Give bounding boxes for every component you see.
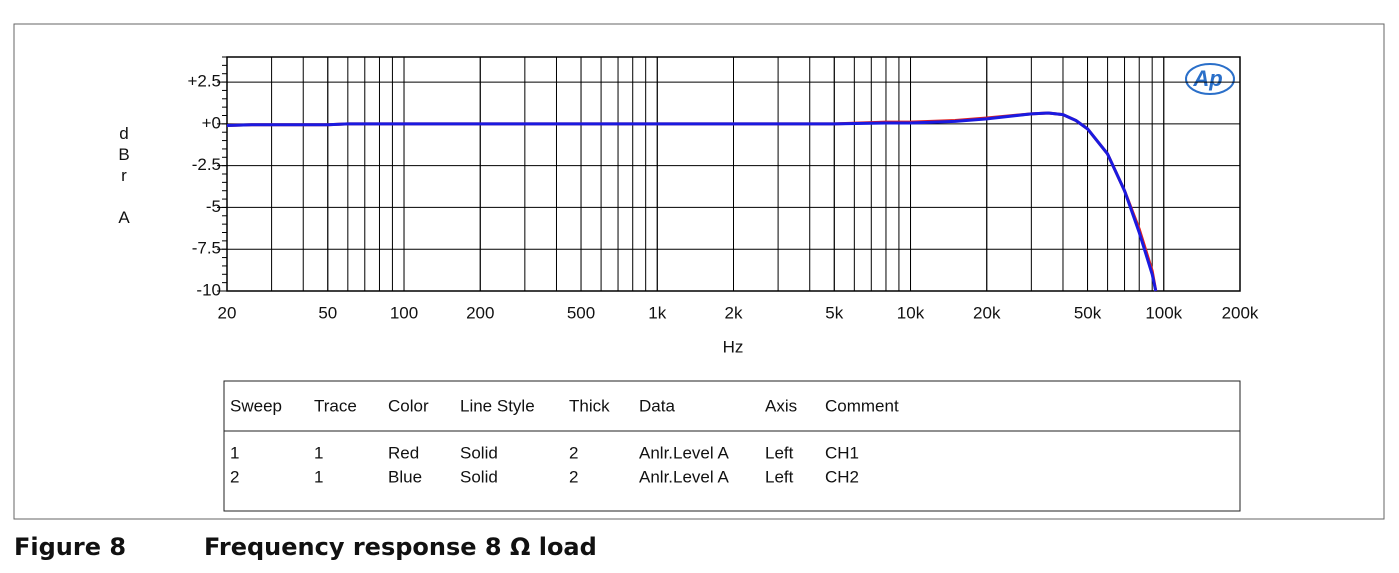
table-header: Axis	[765, 396, 797, 415]
logo-ring	[1185, 63, 1235, 95]
x-axis-label: Hz	[723, 337, 744, 356]
table-header: Data	[639, 396, 675, 415]
table-cell: Blue	[388, 467, 422, 486]
table-cell: 2	[569, 467, 578, 486]
table-cell: Solid	[460, 467, 498, 486]
x-tick-label: 50	[318, 303, 337, 322]
plot-border	[226, 56, 1241, 292]
table-cell: Left	[765, 467, 794, 486]
x-tick-label: 100	[390, 303, 418, 322]
x-tick-label: 200k	[1222, 303, 1259, 322]
y-tick-label: +0	[202, 113, 221, 132]
y-tick-label: -2.5	[192, 155, 221, 174]
x-tick-label: 5k	[825, 303, 843, 322]
x-tick-label: 10k	[897, 303, 925, 322]
table-cell: Red	[388, 443, 419, 462]
series-line	[226, 111, 1158, 292]
table-cell: Solid	[460, 443, 498, 462]
table-cell: 1	[230, 443, 239, 462]
x-tick-label: 500	[567, 303, 595, 322]
table-cell: Anlr.Level A	[639, 467, 729, 486]
table-header: Line Style	[460, 396, 535, 415]
table-header: Sweep	[230, 396, 282, 415]
table-cell: CH1	[825, 443, 859, 462]
caption-label: Figure 8	[14, 533, 126, 561]
table-cell: Left	[765, 443, 794, 462]
x-tick-label: 20	[218, 303, 237, 322]
caption-text: Frequency response 8 Ω load	[204, 533, 597, 561]
table-cell: 2	[569, 443, 578, 462]
table-header: Color	[388, 396, 429, 415]
table-cell: 1	[314, 467, 323, 486]
y-axis-label: dBr A	[115, 124, 134, 229]
x-tick-label: 2k	[725, 303, 743, 322]
y-tick-label: +2.5	[187, 72, 221, 91]
table-cell: Anlr.Level A	[639, 443, 729, 462]
frame	[13, 23, 1385, 520]
table-cell: 2	[230, 467, 239, 486]
table-cell: CH2	[825, 467, 859, 486]
table-header: Trace	[314, 396, 357, 415]
x-tick-label: 20k	[973, 303, 1001, 322]
series-line	[226, 111, 1158, 292]
x-tick-label: 100k	[1145, 303, 1182, 322]
logo: Ap	[1192, 66, 1222, 91]
x-tick-label: 1k	[648, 303, 666, 322]
table-header: Comment	[825, 396, 899, 415]
y-tick-label: -10	[196, 280, 221, 299]
x-tick-label: 200	[466, 303, 494, 322]
y-tick-label: -5	[206, 197, 221, 216]
legend-box	[223, 380, 1241, 512]
x-tick-label: 50k	[1074, 303, 1102, 322]
y-tick-label: -7.5	[192, 239, 221, 258]
table-header: Thick	[569, 396, 610, 415]
table-cell: 1	[314, 443, 323, 462]
